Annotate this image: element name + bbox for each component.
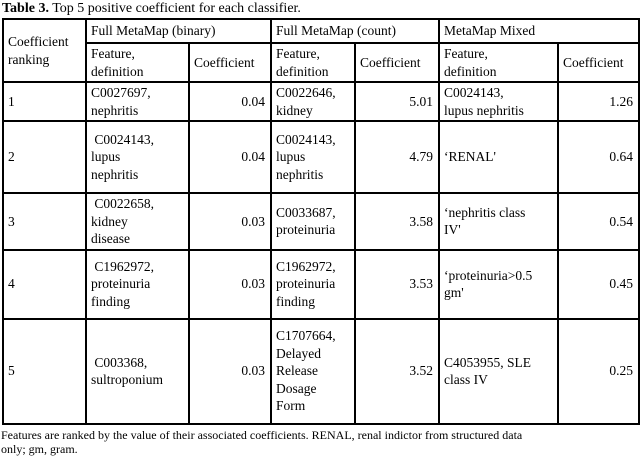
feature-cell-mixed: ‘proteinuria>0.5 gm' <box>438 248 560 320</box>
coefficient-cell-mixed: 0.45 <box>557 248 640 320</box>
feature-cell-mixed: ‘nephritis class IV' <box>438 192 560 251</box>
header-coefficient-mixed: Coefficient <box>557 42 640 83</box>
coefficient-cell-binary: 0.04 <box>187 81 273 122</box>
header-sub-row: Feature, definition Coefficient Feature,… <box>3 42 640 83</box>
coefficient-cell-binary: 0.04 <box>187 120 273 194</box>
table-row-rank-5: 5 C003368, sultroponium 0.03 C1707664, D… <box>2 317 640 425</box>
table-caption-text: Top 5 positive coefficient for each clas… <box>48 1 301 16</box>
coefficient-cell-mixed: 1.26 <box>557 81 640 122</box>
header-feature-definition-binary: Feature, definition <box>85 42 190 83</box>
header-coefficient-binary: Coefficient <box>187 42 273 83</box>
header-group-row: Coefficient ranking Full MetaMap (binary… <box>2 18 640 83</box>
feature-cell-binary: C0022658, kidney disease <box>85 192 190 251</box>
coefficient-cell-binary: 0.03 <box>187 248 273 320</box>
coefficient-cell-count: 3.53 <box>354 248 441 320</box>
coefficient-cell-mixed: 0.64 <box>557 120 640 194</box>
feature-cell-mixed: C0024143, lupus nephritis <box>438 81 560 122</box>
coefficient-cell-binary: 0.03 <box>187 317 273 425</box>
rank-cell: 2 <box>2 120 87 194</box>
header-coefficient-count: Coefficient <box>354 42 441 83</box>
feature-cell-binary: C003368, sultroponium <box>85 317 190 425</box>
table-row-rank-2: 2 C0024143, lupus nephritis 0.04 C002414… <box>2 120 640 194</box>
coefficient-cell-count: 3.52 <box>354 317 441 425</box>
feature-cell-binary: C0024143, lupus nephritis <box>85 120 190 194</box>
feature-cell-count: C0024143, lupus nephritis <box>270 120 357 194</box>
header-coefficient-ranking: Coefficient ranking <box>2 18 87 83</box>
header-group-full-metamap-binary: Full MetaMap (binary) <box>84 18 273 44</box>
coefficient-cell-count: 5.01 <box>354 81 441 122</box>
feature-cell-count: C1707664, Delayed Release Dosage Form <box>270 317 357 425</box>
feature-cell-count: C0033687, proteinuria <box>270 192 357 251</box>
table-row-rank-1: 1 C0027697, nephritis 0.04 C0022646, kid… <box>2 81 640 122</box>
feature-cell-mixed: ‘RENAL' <box>438 120 560 194</box>
header-group-full-metamap-count: Full MetaMap (count) <box>270 18 441 44</box>
rank-cell: 5 <box>2 317 87 425</box>
coefficient-cell-mixed: 0.54 <box>557 192 640 251</box>
header-feature-definition-count: Feature, definition <box>270 42 357 83</box>
rank-cell: 3 <box>2 192 87 251</box>
coefficient-cell-mixed: 0.25 <box>557 317 640 425</box>
feature-cell-binary: C0027697, nephritis <box>85 81 190 122</box>
feature-cell-mixed: C4053955, SLE class IV <box>438 317 560 425</box>
feature-cell-count: C0022646, kidney <box>270 81 357 122</box>
feature-cell-binary: C1962972, proteinuria finding <box>85 248 190 320</box>
rank-cell: 1 <box>2 81 87 122</box>
coefficient-cell-binary: 0.03 <box>187 192 273 251</box>
coefficient-cell-count: 4.79 <box>354 120 441 194</box>
feature-cell-count: C1962972, proteinuria finding <box>270 248 357 320</box>
header-group-metamap-mixed: MetaMap Mixed <box>438 18 640 44</box>
table-caption-number: Table 3. <box>2 1 49 16</box>
table-caption: Table 3. Top 5 positive coefficient for … <box>2 0 640 16</box>
table-row-rank-4: 4 C1962972, proteinuria finding 0.03 C19… <box>2 248 640 320</box>
header-feature-definition-mixed: Feature, definition <box>438 42 560 83</box>
rank-cell: 4 <box>2 248 87 320</box>
table-row-rank-3: 3 C0022658, kidney disease 0.03 C0033687… <box>2 192 640 251</box>
table-footnote: Features are ranked by the value of thei… <box>1 427 523 457</box>
top5-coefficients-table: Coefficient ranking Full MetaMap (binary… <box>2 18 640 425</box>
coefficient-cell-count: 3.58 <box>354 192 441 251</box>
